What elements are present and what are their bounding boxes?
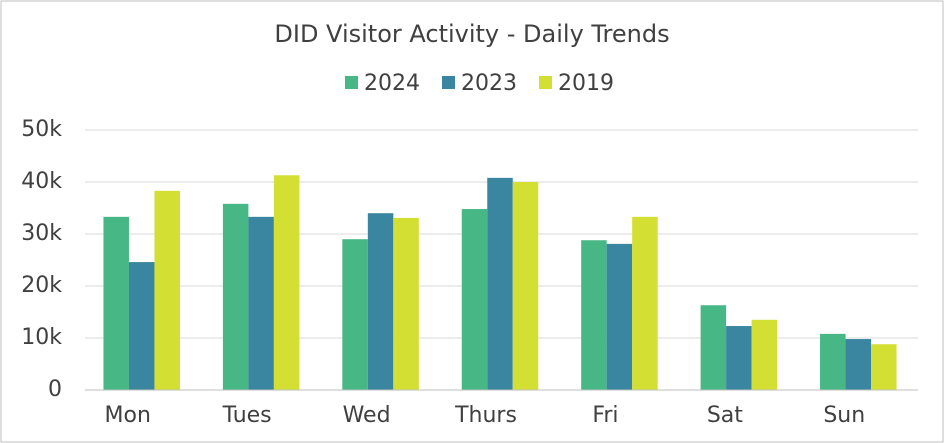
- y-tick-label: 50k: [21, 117, 62, 142]
- x-tick-label: Sun: [823, 403, 865, 428]
- y-tick-label: 20k: [21, 273, 62, 298]
- bar: [606, 243, 633, 390]
- chart-title: DID Visitor Activity - Daily Trends: [274, 20, 669, 48]
- bar: [632, 216, 658, 390]
- bar: [820, 333, 846, 390]
- bar: [512, 182, 539, 390]
- bar: [726, 326, 752, 390]
- bar: [871, 344, 897, 390]
- x-tick-label: Wed: [343, 403, 391, 428]
- y-tick-label: 40k: [21, 169, 62, 194]
- legend-swatch: [539, 76, 552, 89]
- bar: [154, 190, 180, 390]
- y-tick-label: 10k: [21, 325, 62, 350]
- bar: [248, 216, 274, 390]
- legend-label: 2024: [364, 71, 420, 96]
- x-tick-label: Tues: [222, 403, 272, 428]
- bar: [700, 305, 727, 390]
- bar: [128, 262, 155, 390]
- y-tick-label: 30k: [21, 221, 62, 246]
- bar: [751, 319, 778, 390]
- x-tick-label: Mon: [105, 403, 151, 428]
- bar: [342, 239, 368, 390]
- x-tick-label: Thurs: [454, 403, 517, 428]
- legend-label: 2019: [558, 71, 614, 96]
- bar: [845, 339, 872, 390]
- x-tick-label: Fri: [592, 403, 618, 428]
- bar: [487, 177, 513, 390]
- bar: [103, 216, 129, 390]
- y-tick-label: 0: [48, 377, 62, 402]
- bar: [393, 217, 419, 390]
- bar: [461, 209, 488, 390]
- bar: [222, 203, 249, 390]
- legend-swatch: [345, 76, 358, 89]
- legend-swatch: [442, 76, 455, 89]
- legend-label: 2023: [461, 71, 517, 96]
- bar: [273, 175, 300, 390]
- bar: [367, 213, 394, 390]
- bar: [581, 240, 607, 390]
- x-tick-label: Sat: [707, 403, 743, 428]
